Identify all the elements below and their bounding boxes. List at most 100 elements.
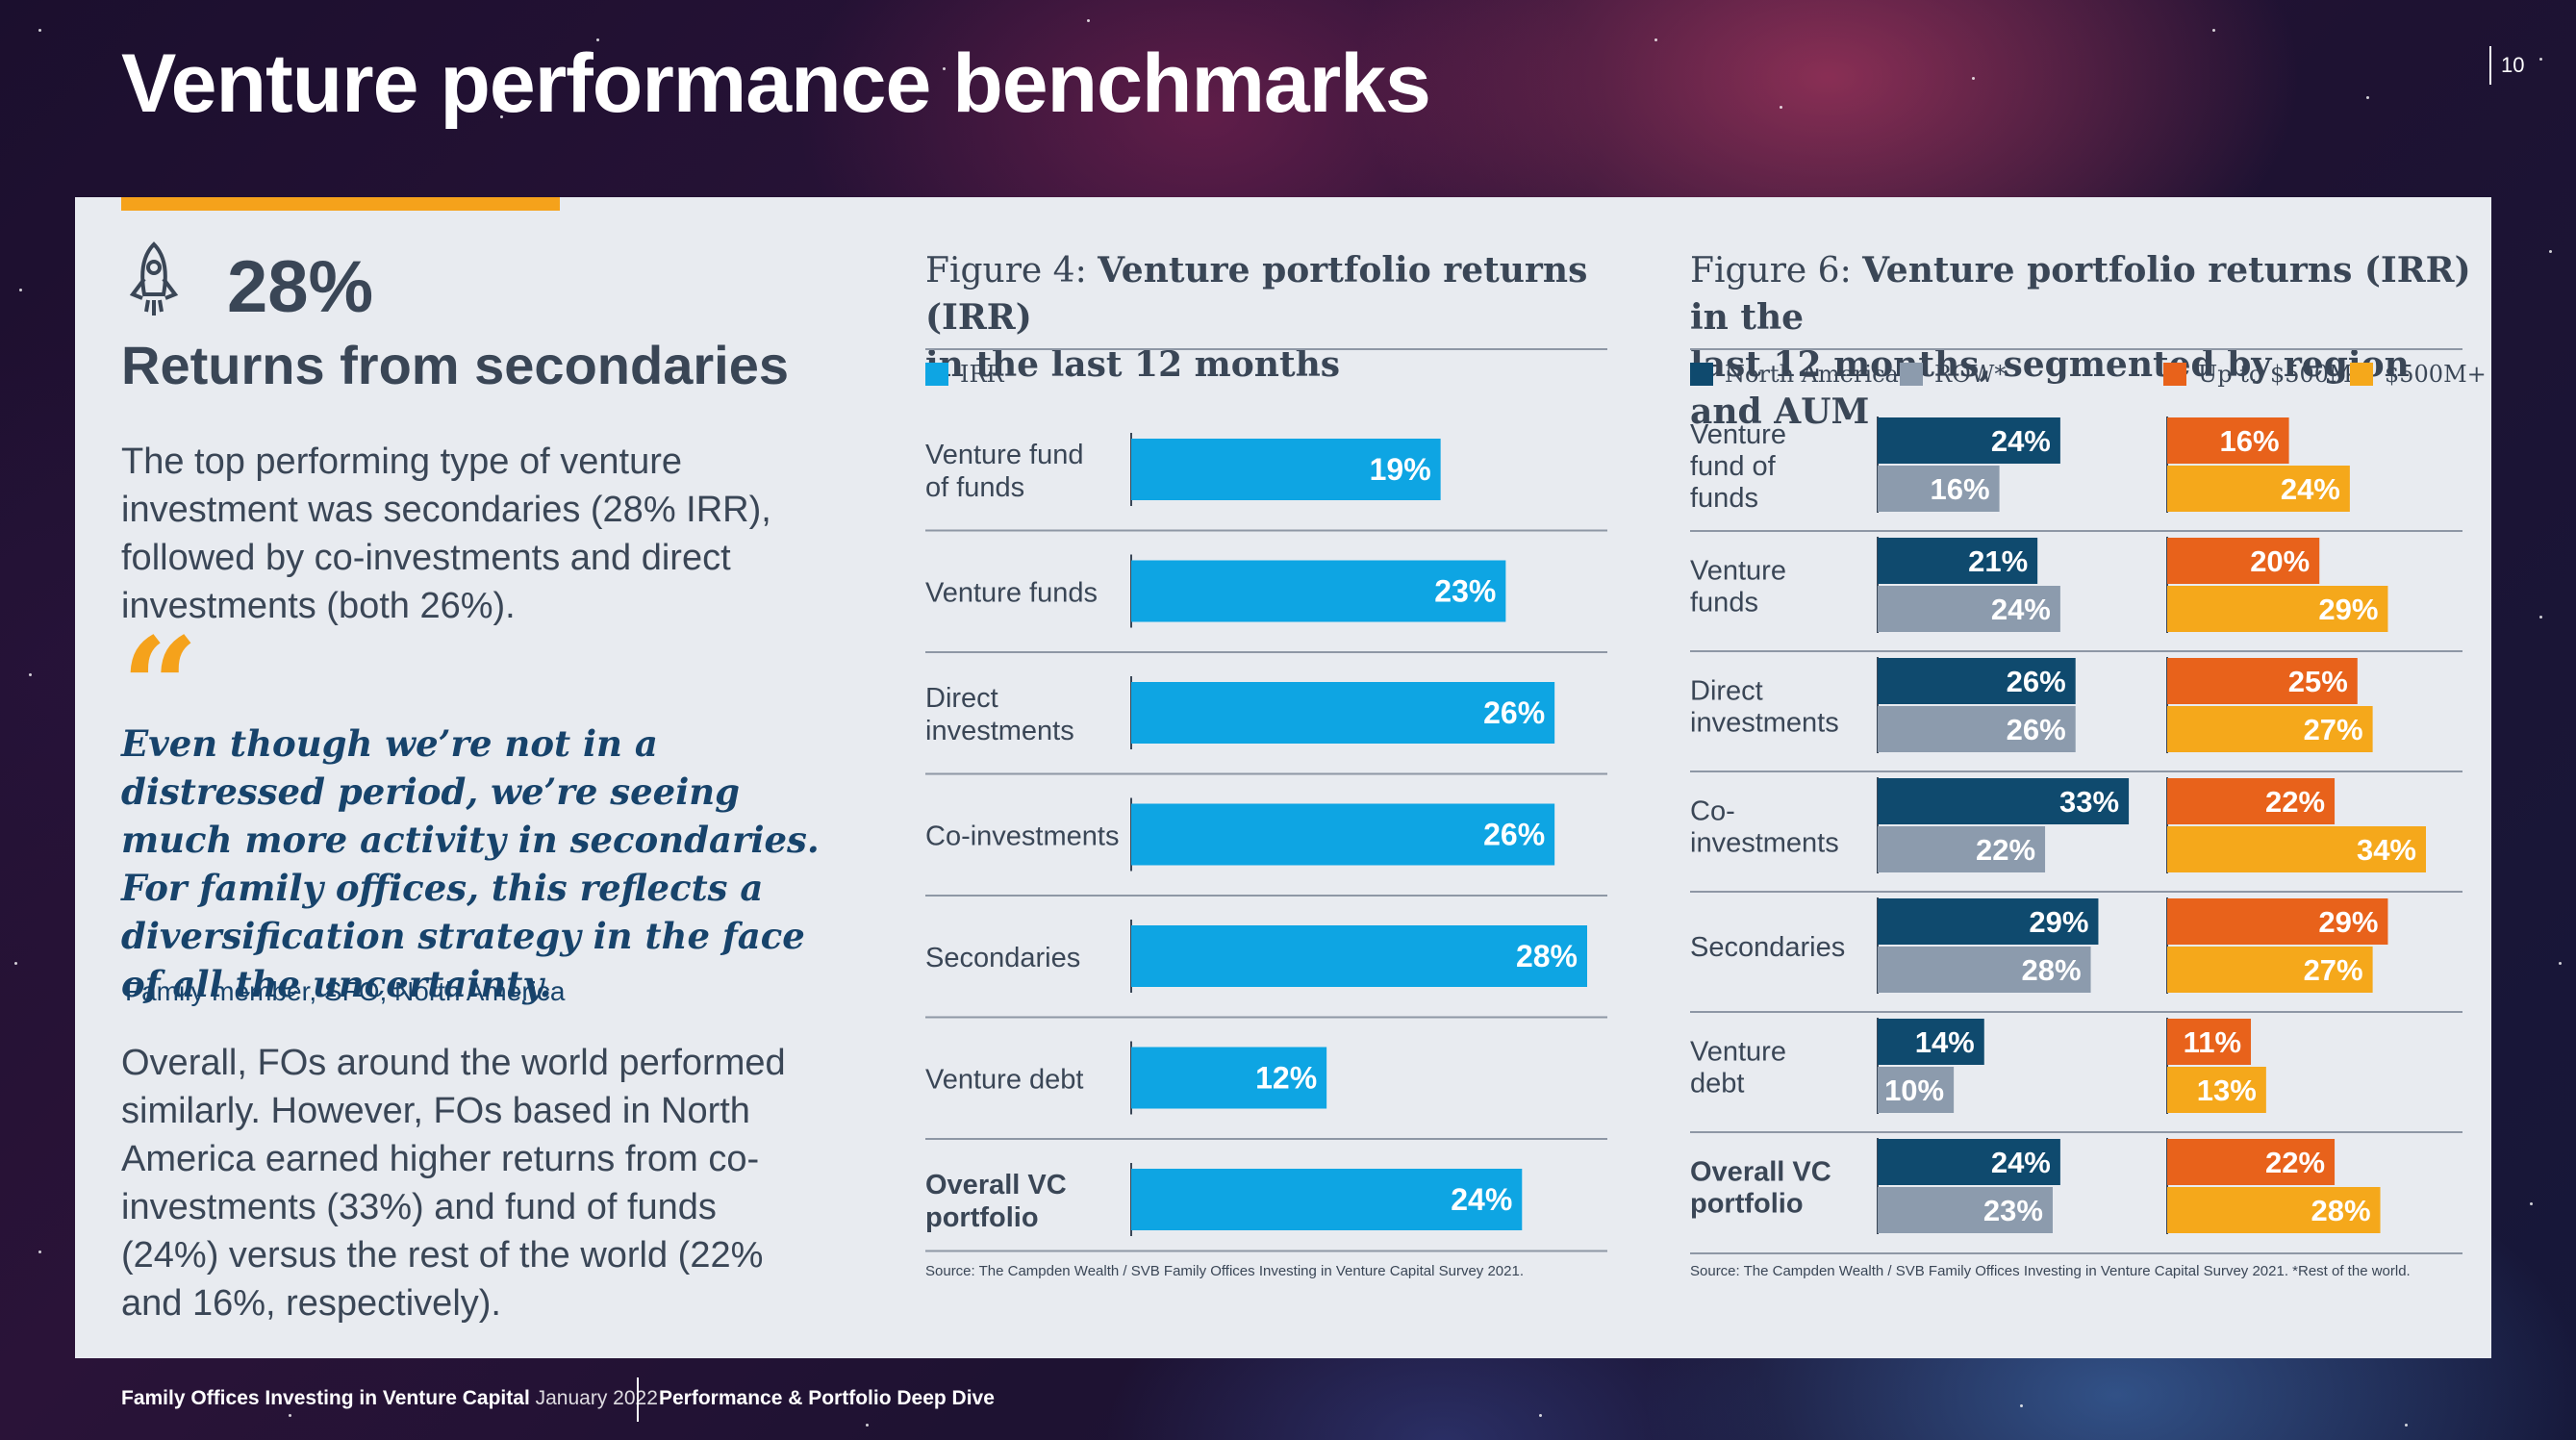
legend-label: $500M+	[2385, 361, 2487, 388]
bar	[2167, 1019, 2252, 1065]
stat-label: Returns from secondaries	[121, 335, 789, 395]
data-label: 24%	[1451, 1182, 1512, 1217]
summary-paragraph: Overall, FOs around the world performed …	[121, 1043, 786, 1324]
data-label: 28%	[2021, 953, 2081, 987]
fig6-source: Source: The Campden Wealth / SVB Family …	[1690, 1263, 2411, 1279]
bar	[1878, 706, 2076, 752]
bar	[2167, 586, 2388, 632]
star	[2366, 96, 2369, 99]
bar	[2167, 1139, 2336, 1185]
bar	[2167, 466, 2350, 512]
bar	[2167, 658, 2358, 704]
legend-swatch	[2163, 363, 2186, 386]
fig6-title-rule	[1690, 348, 2462, 350]
rocket-icon	[129, 241, 179, 316]
data-label: 24%	[1991, 424, 2051, 458]
data-label: 24%	[1991, 1146, 2051, 1179]
page-number: 10	[2489, 46, 2524, 85]
star	[943, 67, 946, 70]
data-label: 26%	[2007, 665, 2066, 698]
fig4-legend-irr: IRR	[925, 361, 1004, 388]
bar	[1131, 1169, 1523, 1230]
page-title: Venture performance benchmarks	[121, 38, 1431, 130]
bar	[2167, 1187, 2381, 1233]
bar	[1878, 826, 2046, 872]
bar	[1878, 778, 2130, 824]
bar	[1131, 682, 1555, 744]
star	[1087, 19, 1090, 22]
bar	[1131, 803, 1555, 866]
data-label: 29%	[2029, 905, 2088, 939]
fig6-legend-north-america: North America	[1690, 361, 1899, 388]
data-label: 34%	[2357, 833, 2416, 867]
data-label: 14%	[1915, 1025, 1975, 1059]
bar	[2167, 1067, 2266, 1113]
fig4-title: Figure 4: Venture portfolio returns (IRR…	[925, 250, 1588, 385]
footer-separator	[637, 1377, 639, 1422]
category-label: Secondaries	[1690, 932, 1845, 963]
star	[19, 289, 22, 291]
category-label: portfolio	[1690, 1189, 1804, 1220]
data-label: 29%	[2318, 593, 2378, 626]
star	[2549, 250, 2552, 253]
legend-label: Up to $500M	[2198, 361, 2353, 388]
data-label: 10%	[1884, 1074, 1944, 1107]
bar	[1131, 1047, 1327, 1109]
star	[2405, 1424, 2408, 1427]
bar	[2167, 538, 2320, 584]
data-label: 26%	[1483, 818, 1545, 852]
data-label: 26%	[1483, 695, 1545, 730]
bar	[1878, 538, 2038, 584]
bar	[1878, 898, 2099, 945]
category-label: Venture fund	[925, 440, 1083, 470]
data-label: 22%	[2265, 1146, 2325, 1179]
fig6-legend-up-to-500m: Up to $500M	[2163, 361, 2353, 388]
data-label: 16%	[2220, 424, 2280, 458]
star	[14, 962, 17, 965]
bar	[1878, 1187, 2053, 1233]
fig4-title-rule	[925, 348, 1607, 350]
fig6-legend-row: ROW*	[1900, 361, 2006, 388]
star	[2539, 58, 2542, 61]
data-label: 24%	[1991, 593, 2051, 626]
bar	[1878, 1019, 1984, 1065]
data-label: 22%	[2265, 785, 2325, 819]
legend-label: ROW*	[1934, 361, 2007, 388]
star	[866, 1424, 869, 1427]
category-label: Overall VC	[1690, 1157, 1831, 1188]
legend-label: IRR	[960, 361, 1004, 388]
category-label: debt	[1690, 1069, 1744, 1099]
data-label: 29%	[2318, 905, 2378, 939]
quote-attribution: Family member, SFO, North America	[125, 976, 566, 1006]
data-label: 28%	[2311, 1194, 2370, 1227]
category-label: Secondaries	[925, 943, 1080, 973]
data-label: 22%	[1976, 833, 2035, 867]
content-panel: 28% Returns from secondaries The top per…	[75, 197, 2491, 1358]
star	[38, 1251, 41, 1253]
star	[1780, 106, 1782, 109]
category-label: investments	[1690, 708, 1839, 739]
bar	[1878, 1139, 2060, 1185]
quote-mark: “	[121, 609, 199, 767]
data-label: 27%	[2304, 713, 2363, 746]
category-label: funds	[1690, 588, 1758, 619]
legend-swatch	[925, 363, 948, 386]
category-label: investments	[1690, 828, 1839, 859]
data-label: 25%	[2288, 665, 2348, 698]
data-label: 21%	[1968, 544, 2028, 578]
footer-section: Performance & Portfolio Deep Dive	[659, 1387, 995, 1409]
star	[1654, 38, 1657, 41]
star	[1972, 77, 1975, 80]
bar	[1131, 560, 1506, 622]
footer-report: Family Offices Investing in Venture Capi…	[121, 1387, 658, 1409]
bar	[1878, 466, 2000, 512]
bar	[2167, 417, 2289, 464]
star	[38, 29, 41, 32]
bar	[2167, 947, 2373, 993]
category-label: Venture	[1690, 1037, 1786, 1068]
star	[1539, 1414, 1542, 1417]
star	[2539, 616, 2542, 619]
pull-quote: Even though we’re not in a distressed pe…	[121, 722, 820, 1005]
category-label: fund of	[1690, 451, 1777, 482]
